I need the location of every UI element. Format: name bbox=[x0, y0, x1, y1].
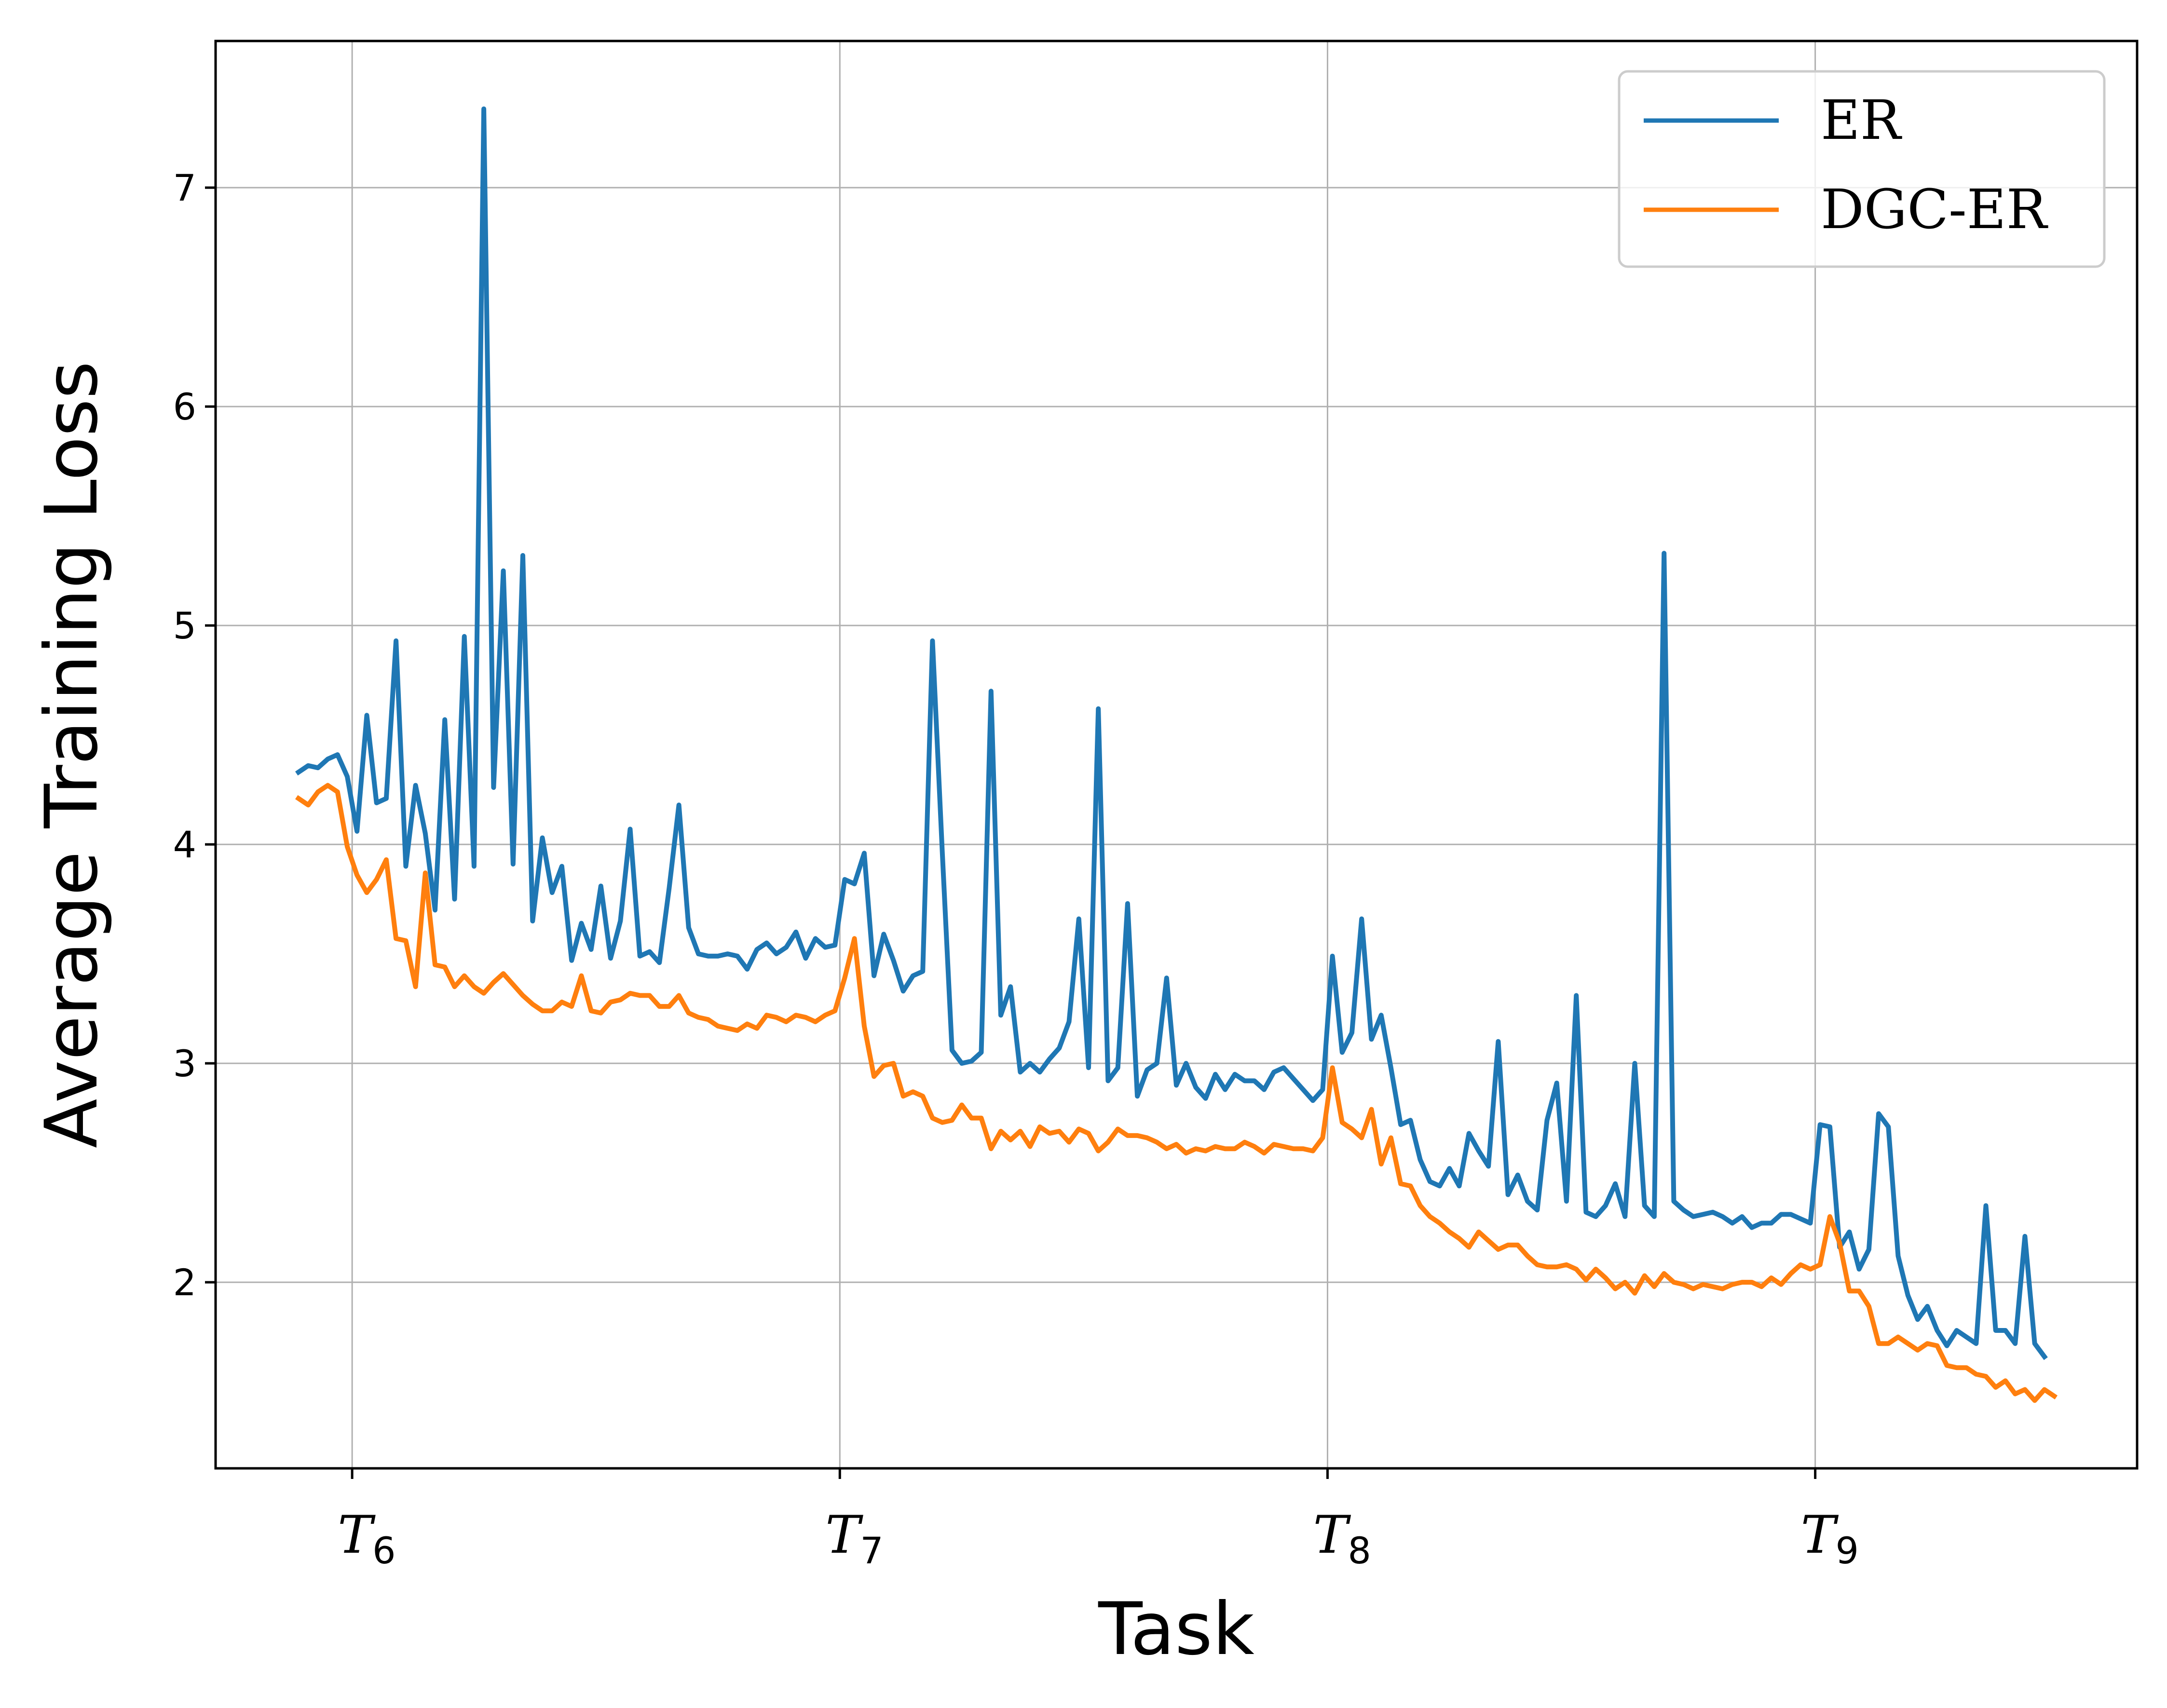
legend: ER DGC-ER bbox=[1618, 70, 2106, 268]
legend-label-dgc-er: DGC-ER bbox=[1821, 178, 2049, 241]
x-tick-label: T9 bbox=[1801, 1505, 1859, 1572]
axis-ticks: 2 3 4 5 6 7 T6 T7 T8 T9 bbox=[173, 166, 1859, 1572]
y-tick-label: 7 bbox=[173, 166, 196, 209]
y-tick-label: 5 bbox=[173, 604, 196, 647]
series-lines bbox=[295, 106, 2058, 1403]
x-tick-label: T8 bbox=[1313, 1505, 1371, 1572]
legend-label-er: ER bbox=[1821, 89, 1903, 152]
y-tick-label: 6 bbox=[173, 385, 196, 428]
y-axis-label: Average Training Loss bbox=[30, 361, 114, 1148]
x-tick-label: T6 bbox=[338, 1505, 395, 1572]
plot-area-frame bbox=[214, 40, 2139, 1470]
x-axis-label: Task bbox=[1098, 1587, 1254, 1671]
y-tick-label: 2 bbox=[173, 1261, 196, 1304]
y-tick-label: 3 bbox=[173, 1042, 196, 1085]
series-line-er bbox=[295, 106, 2048, 1360]
y-tick-label: 4 bbox=[173, 823, 196, 866]
series-line-dgc-er bbox=[295, 783, 2058, 1403]
x-tick-label: T7 bbox=[825, 1505, 883, 1572]
